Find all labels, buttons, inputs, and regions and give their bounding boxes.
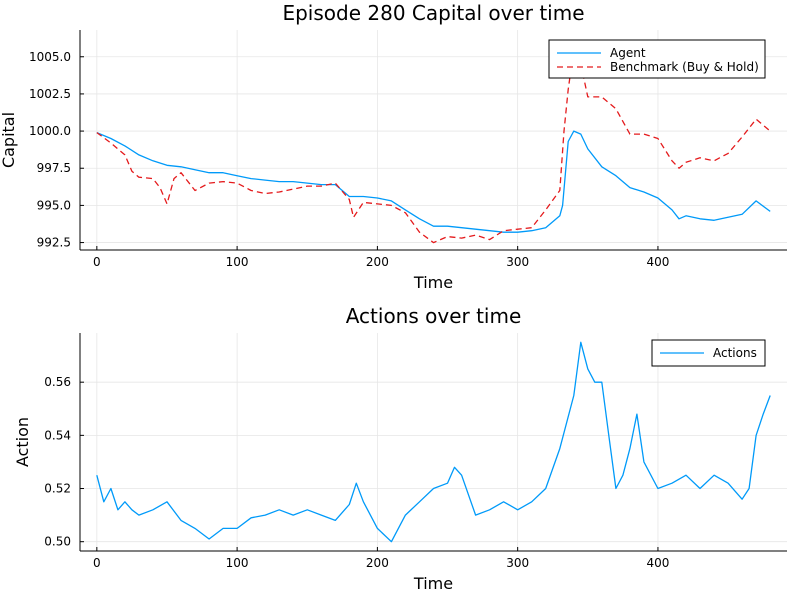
x-tick-label: 200 [366,556,389,570]
x-tick-label: 300 [506,556,529,570]
y-tick-label: 997.5 [37,161,71,175]
legend: Actions [651,339,766,367]
chart-title: Actions over time [346,304,522,328]
legend-label: Actions [713,346,757,360]
x-axis-label: Time [413,273,453,292]
x-axis-label: Time [413,574,453,593]
series-line-actions [96,341,771,543]
x-tick-label: 100 [226,255,249,269]
x-tick-label: 100 [226,556,249,570]
y-axis-label: Capital [0,112,18,168]
y-tick-label: 0.52 [44,482,71,496]
x-tick-label: 400 [646,556,669,570]
y-tick-label: 0.56 [44,375,71,389]
y-tick-label: 992.5 [37,236,71,250]
chart-title: Episode 280 Capital over time [282,1,584,25]
y-tick-label: 1002.5 [29,87,71,101]
x-tick-label: 200 [366,255,389,269]
legend-box [548,39,766,79]
y-tick-label: 0.50 [44,535,71,549]
x-tick-label: 0 [93,255,101,269]
y-tick-label: 995.0 [37,198,71,212]
series-line-agent [96,130,771,233]
x-tick-label: 400 [646,255,669,269]
legend-label: Agent [610,46,646,60]
y-axis-label: Action [13,417,32,467]
subplot-1: 0 100 200 300 400 992.5 995.0 997.5 1000.0 1002.5… [0,1,787,292]
subplot-2: 0 100 200 300 400 0.50 0.52 0.54 0.56 Actions ove… [13,304,787,593]
y-tick-label: 1005.0 [29,50,71,64]
x-tick-label: 0 [93,556,101,570]
series-line-benchmark [96,48,771,244]
legend-label: Benchmark (Buy & Hold) [610,60,759,74]
x-tick-label: 300 [506,255,529,269]
y-tick-label: 1000.0 [29,124,71,138]
y-tick-label: 0.54 [44,428,71,442]
